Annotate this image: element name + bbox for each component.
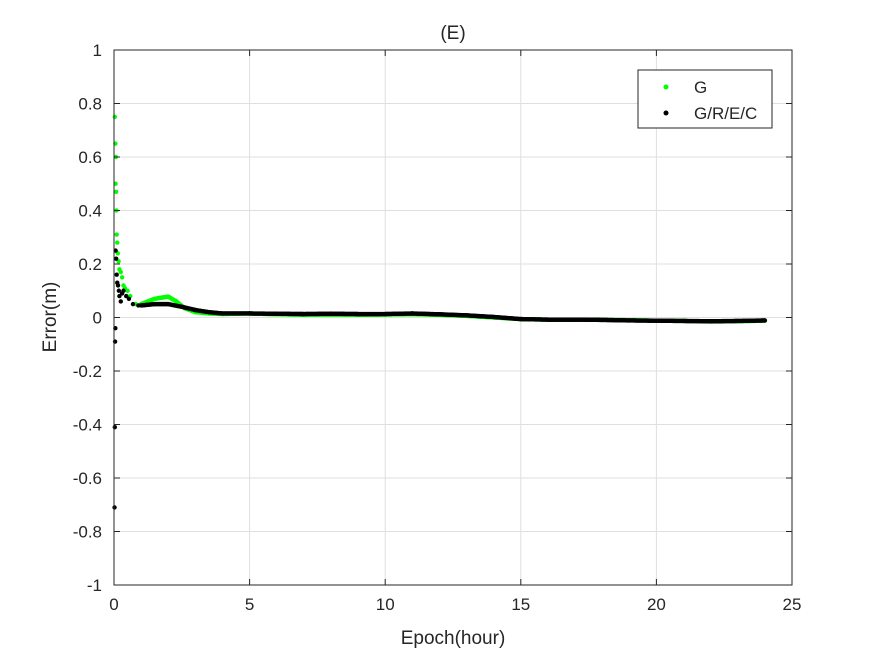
data-point: [112, 114, 118, 120]
legend-label-g: G: [694, 78, 707, 97]
series-grec: [112, 248, 768, 510]
x-tick-label: 0: [109, 595, 118, 614]
data-point: [136, 303, 141, 308]
y-tick-label: -0.2: [73, 362, 102, 381]
y-tick-label: 0.2: [78, 255, 102, 274]
y-tick-label: 0.6: [78, 148, 102, 167]
x-tick-label: 25: [783, 595, 802, 614]
legend-box: [637, 69, 773, 129]
data-point: [113, 256, 119, 261]
y-tick-label: 0.8: [78, 95, 102, 114]
data-point: [130, 301, 136, 307]
legend-label-grec: G/R/E/C: [694, 104, 757, 123]
y-axis-label: Error(m): [40, 282, 61, 353]
data-point: [116, 288, 122, 293]
data-point: [112, 424, 118, 430]
data-point: [126, 296, 132, 301]
x-tick-label: 10: [376, 595, 395, 614]
data-point: [112, 505, 117, 510]
chart-title: (E): [440, 23, 465, 44]
data-layer: [112, 114, 768, 510]
data-point: [119, 275, 125, 280]
y-tick-label: -0.4: [73, 416, 102, 435]
x-tick-label: 5: [245, 595, 254, 614]
ticks: 0 5 10 15 20 25 -1 -0.8 -0.6 -0.4 -0.2 0 0.2 0.4 0.6 0.…: [73, 41, 802, 614]
data-point: [115, 240, 120, 245]
y-tick-label: 0.4: [78, 202, 102, 221]
y-tick-label: -0.6: [73, 469, 102, 488]
y-tick-label: 0: [93, 309, 102, 328]
data-point: [118, 299, 123, 304]
data-point: [113, 181, 118, 186]
data-point: [113, 248, 118, 253]
data-point: [114, 272, 119, 277]
data-point: [113, 189, 119, 194]
data-point: [118, 269, 123, 275]
data-point: [125, 288, 130, 293]
y-tick-label: -1: [87, 576, 102, 595]
data-point: [762, 318, 768, 323]
grid: [114, 50, 792, 585]
legend-marker-grec: [663, 110, 669, 116]
data-point: [115, 283, 121, 288]
legend: G G/R/E/C: [637, 69, 773, 129]
x-axis-label: Epoch(hour): [401, 628, 506, 649]
legend-marker-g: [663, 84, 669, 90]
x-tick-label: 15: [511, 595, 530, 614]
data-point: [121, 288, 126, 293]
y-tick-label: 1: [93, 41, 102, 60]
data-point: [117, 293, 122, 299]
x-tick-label: 20: [647, 595, 666, 614]
data-point: [114, 232, 119, 237]
data-point: [124, 293, 129, 299]
y-tick-label: -0.8: [73, 523, 102, 542]
